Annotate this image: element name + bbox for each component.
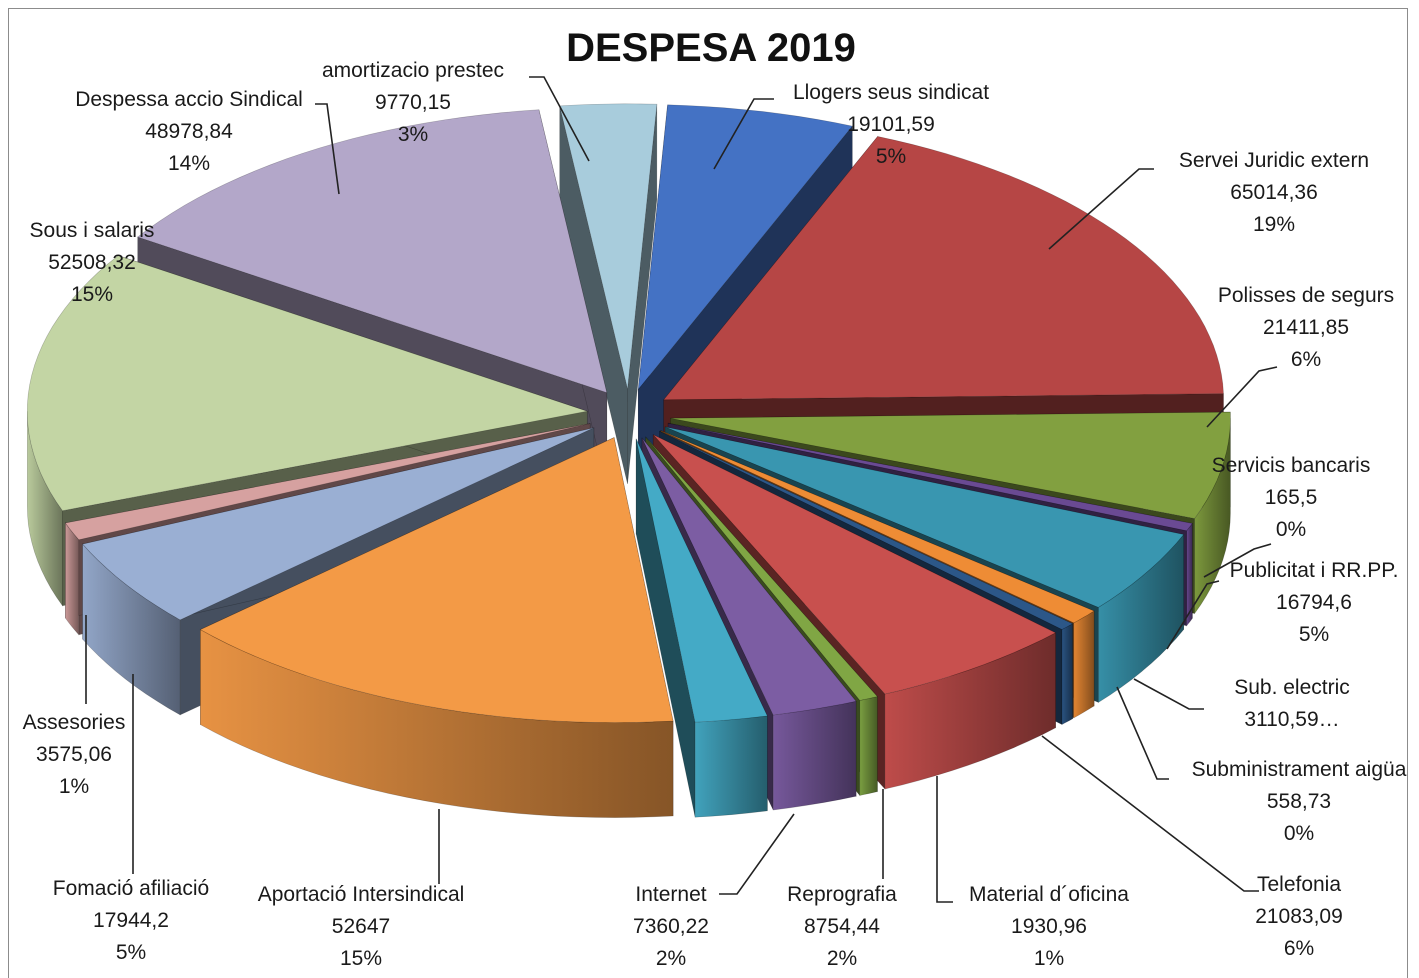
label-publicitat-i-rr-pp-name: Publicitat i RR.PP. xyxy=(1230,559,1399,582)
label-subministrament-aigua-value: 558,73 xyxy=(1267,790,1331,813)
label-despessa-accio-sindical-name: Despessa accio Sindical xyxy=(75,88,303,111)
slice-assesories-side xyxy=(65,522,80,636)
label-internet-value: 7360,22 xyxy=(633,915,709,938)
label-despessa-accio-sindical-value: 48978,84 xyxy=(145,120,233,143)
pie-top-faces xyxy=(26,103,1231,723)
slice-amortizacio-prestec xyxy=(559,103,658,389)
chart-title: DESPESA 2019 xyxy=(566,26,856,70)
label-aportacio-intersindical-value: 52647 xyxy=(332,915,390,938)
label-telefonia-name: Telefonia xyxy=(1257,873,1341,896)
leader-line-servicis-bancaris xyxy=(1203,543,1272,578)
label-assesories-name: Assesories xyxy=(23,711,126,734)
leader-line-internet xyxy=(719,813,795,895)
label-fomacio-afiliacio-percent: 5% xyxy=(116,941,146,964)
slice-reprografia-side xyxy=(772,700,857,811)
label-reprografia-percent: 2% xyxy=(827,947,857,970)
slice-servicis-bancaris xyxy=(668,422,1193,532)
slice-subministrament-aigua-side xyxy=(1061,623,1073,726)
leader-line-sub-electric xyxy=(1133,678,1204,710)
pie-chart: Llogers seus sindicat 19101,59 5% Servei Ju… xyxy=(23,26,1407,970)
slice-publicitat-i-rr-pp xyxy=(664,426,1185,608)
label-llogers-seus-sindicat-percent: 5% xyxy=(876,145,906,168)
label-polisses-de-segurs-percent: 6% xyxy=(1291,348,1321,371)
label-polisses-de-segurs-name: Polisses de segurs xyxy=(1218,284,1394,307)
leader-line-amortizacio-prestec xyxy=(529,76,590,162)
label-amortizacio-prestec-value: 9770,15 xyxy=(375,91,451,114)
slice-sous-i-salaris xyxy=(26,255,589,512)
slice-despessa-accio-sindical xyxy=(137,109,608,394)
slice-polisses-de-segurs-side xyxy=(1194,418,1231,615)
label-leader-lines xyxy=(85,76,1278,903)
label-material-d-oficina-percent: 1% xyxy=(1034,947,1064,970)
label-subministrament-aigua-name: Subministrament aigüa xyxy=(1192,758,1407,781)
label-assesories-value: 3575,06 xyxy=(36,743,112,766)
label-servicis-bancaris-percent: 0% xyxy=(1276,518,1306,541)
label-despessa-accio-sindical-percent: 14% xyxy=(168,152,210,175)
label-publicitat-i-rr-pp-percent: 5% xyxy=(1299,623,1329,646)
slice-sub-electric xyxy=(660,430,1095,624)
label-publicitat-i-rr-pp-value: 16794,6 xyxy=(1276,591,1352,614)
label-amortizacio-prestec-percent: 3% xyxy=(398,123,428,146)
slice-fomacio-afiliacio xyxy=(82,427,594,621)
leader-line-publicitat-i-rr-pp xyxy=(1166,580,1220,650)
label-reprografia-name: Reprografia xyxy=(787,883,897,906)
leader-line-telefonia xyxy=(1041,735,1259,892)
slice-fomacio-afiliacio-side xyxy=(82,543,181,716)
label-telefonia-percent: 6% xyxy=(1284,937,1314,960)
slice-internet-side xyxy=(694,715,768,818)
leader-line-subministrament-aigua xyxy=(1116,686,1169,780)
slice-servei-juridic-extern xyxy=(663,136,1224,401)
slice-sous-i-salaris-side xyxy=(27,411,63,607)
leader-line-servei-juridic-extern xyxy=(1048,168,1154,250)
slice-aportacio-intersindical xyxy=(199,437,674,723)
slice-polisses-de-segurs xyxy=(670,411,1231,519)
label-servei-juridic-extern-percent: 19% xyxy=(1253,213,1295,236)
label-aportacio-intersindical-name: Aportació Intersindical xyxy=(258,883,465,906)
slice-servicis-bancaris-side xyxy=(1186,522,1193,627)
label-material-d-oficina-name: Material d´oficina xyxy=(969,883,1129,906)
label-fomacio-afiliacio-name: Fomació afiliació xyxy=(53,877,209,900)
slice-material-d-oficina xyxy=(645,436,878,701)
label-sous-i-salaris-name: Sous i salaris xyxy=(30,219,155,242)
chart-area: Llogers seus sindicat 19101,59 5% Servei Ju… xyxy=(8,8,1408,978)
slice-llogers-seus-sindicat xyxy=(637,104,853,391)
label-reprografia-value: 8754,44 xyxy=(804,915,880,938)
label-fomacio-afiliacio-value: 17944,2 xyxy=(93,909,169,932)
leader-line-material-d-oficina xyxy=(936,776,953,903)
slice-internet xyxy=(635,438,768,723)
slice-aportacio-intersindical-side xyxy=(200,629,674,818)
slice-sub-electric-side xyxy=(1073,610,1095,719)
label-sous-i-salaris-percent: 15% xyxy=(71,283,113,306)
label-servei-juridic-extern-name: Servei Juridic extern xyxy=(1179,149,1369,172)
label-amortizacio-prestec-name: amortizacio prestec xyxy=(322,59,504,82)
slice-material-d-oficina-side xyxy=(859,696,878,796)
label-servei-juridic-extern-value: 65014,36 xyxy=(1230,181,1318,204)
slice-subministrament-aigua xyxy=(659,431,1074,630)
label-sub-electric-name: Sub. electric xyxy=(1234,676,1350,699)
label-llogers-seus-sindicat-value: 19101,59 xyxy=(847,113,935,136)
slice-telefonia xyxy=(652,434,1057,695)
label-sub-electric-value: 3110,59… xyxy=(1244,708,1339,731)
label-material-d-oficina-value: 1930,96 xyxy=(1011,915,1087,938)
label-sous-i-salaris-value: 52508,32 xyxy=(48,251,136,274)
slice-labels: Llogers seus sindicat 19101,59 5% Servei Ju… xyxy=(23,59,1407,970)
leader-line-llogers-seus-sindicat xyxy=(713,98,774,170)
label-subministrament-aigua-percent: 0% xyxy=(1284,822,1314,845)
label-aportacio-intersindical-percent: 15% xyxy=(340,947,382,970)
leader-line-despessa-accio-sindical xyxy=(315,103,340,195)
label-llogers-seus-sindicat-name: Llogers seus sindicat xyxy=(793,81,989,104)
label-servicis-bancaris-name: Servicis bancaris xyxy=(1212,454,1371,477)
label-internet-name: Internet xyxy=(635,883,706,906)
label-internet-percent: 2% xyxy=(656,947,686,970)
label-servicis-bancaris-value: 165,5 xyxy=(1265,486,1318,509)
label-telefonia-value: 21083,09 xyxy=(1255,905,1343,928)
leader-line-polisses-de-segurs xyxy=(1206,366,1278,428)
slice-reprografia xyxy=(641,437,857,716)
slice-assesories xyxy=(64,423,591,541)
label-assesories-percent: 1% xyxy=(59,775,89,798)
label-polisses-de-segurs-value: 21411,85 xyxy=(1263,316,1349,339)
